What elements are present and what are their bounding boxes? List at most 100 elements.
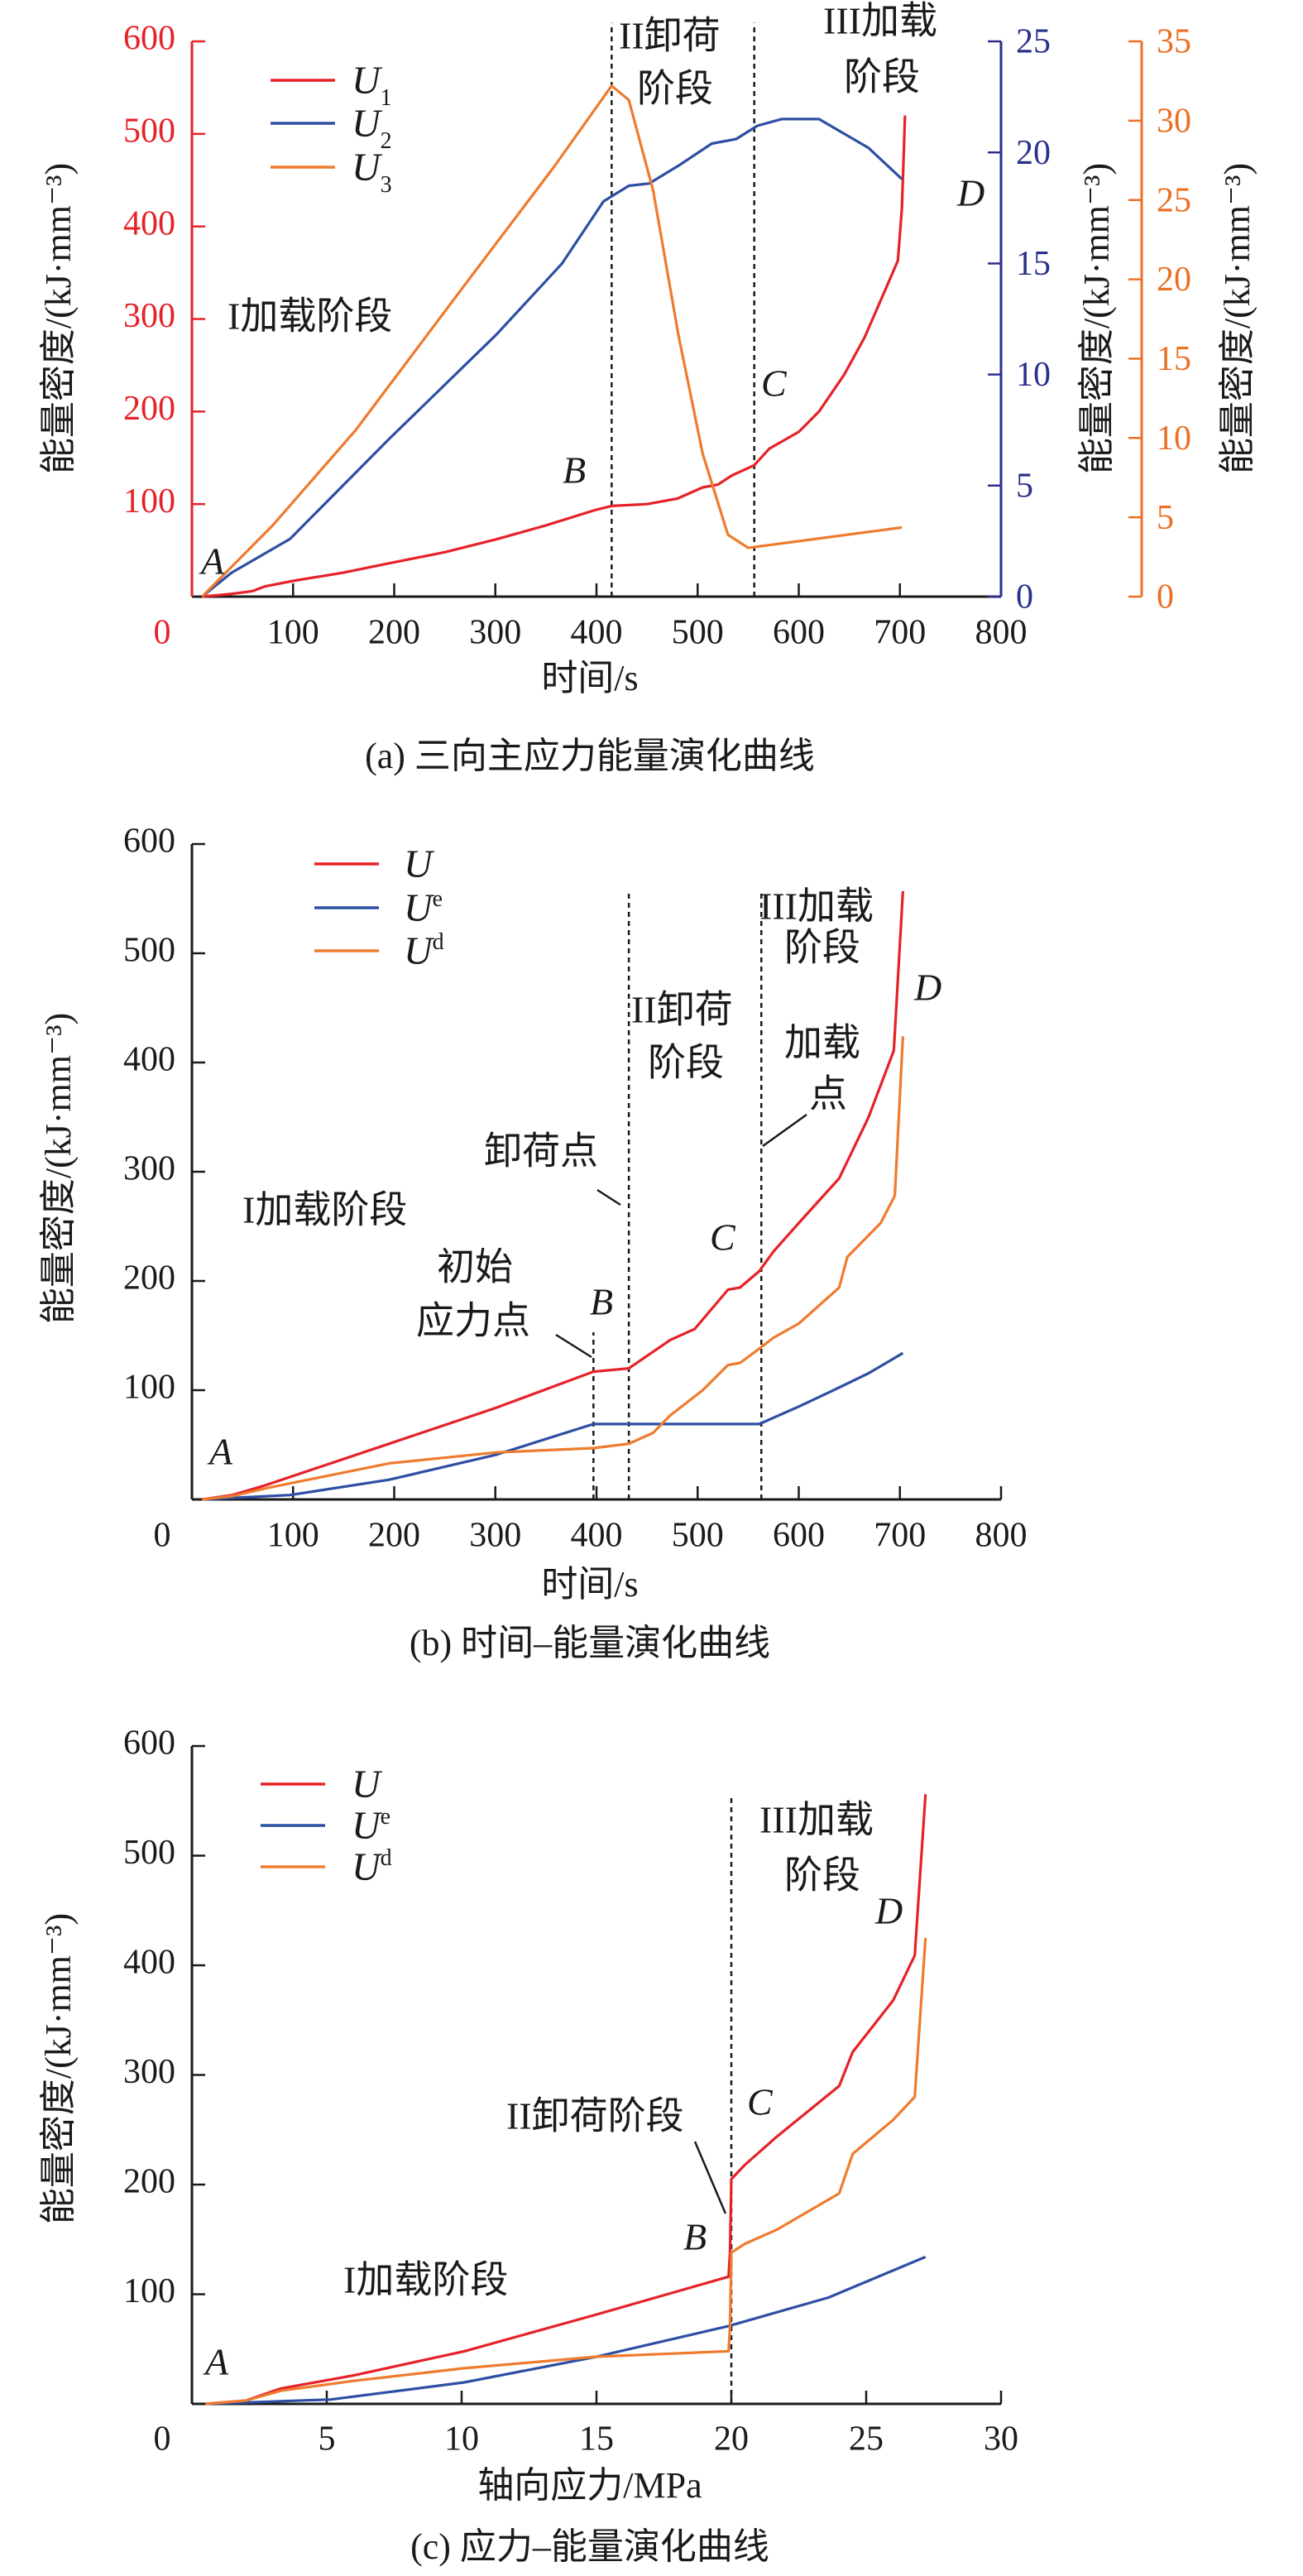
y-tick-label: 100	[123, 1369, 175, 1407]
stage-annotation: 阶段	[784, 1854, 860, 1897]
right2-y-tick-label: 35	[1157, 23, 1191, 61]
legend-symbol: U	[352, 146, 383, 189]
x-tick-label: 20	[714, 2420, 749, 2458]
right1-y-tick-label: 0	[1016, 578, 1033, 616]
x-tick-label: 25	[849, 2420, 884, 2458]
series-line-Ud	[202, 1036, 904, 1501]
left-y-axis-title: 能量密度/(kJ·mm⁻³)	[38, 163, 79, 474]
y-tick-label: 500	[123, 932, 175, 970]
point-label-A: A	[199, 540, 225, 583]
point-label-C: C	[710, 1216, 736, 1259]
stage-annotation: II卸荷	[631, 989, 733, 1031]
x-tick-label: 5	[319, 2420, 336, 2458]
stage-annotation: II卸荷阶段	[506, 2095, 684, 2137]
stage-annotation: I加载阶段	[242, 1189, 407, 1231]
annotation-leader-line	[693, 2141, 727, 2214]
y-tick-label: 500	[123, 1834, 175, 1872]
right2-y-tick-label: 10	[1157, 420, 1191, 458]
y-tick-label: 100	[123, 482, 175, 520]
legend-superscript: d	[433, 929, 444, 955]
x-tick-label: 500	[672, 1517, 724, 1555]
figure-caption: (a) 三向主应力能量演化曲线	[365, 736, 815, 776]
series-line-U3	[201, 84, 903, 598]
right2-y-tick-label: 30	[1157, 102, 1191, 140]
chart-c: 0 5 10 15 20 25 30 轴向应力/MPa (c) 应力–能量演化曲线 100 200 3…	[38, 1725, 1018, 2567]
x-tick-label: 30	[984, 2420, 1018, 2458]
y-tick-label: 300	[123, 1150, 175, 1188]
right2-y-tick-label: 5	[1157, 499, 1174, 537]
series-line-U1	[202, 115, 907, 598]
y-tick-label: 100	[123, 2272, 175, 2310]
point-label-A: A	[207, 1431, 233, 1473]
right1-y-tick-label: 10	[1016, 356, 1051, 394]
y-tick-label: 400	[123, 1041, 175, 1079]
x-tick-label: 800	[975, 614, 1028, 652]
x-tick-label: 600	[773, 1517, 825, 1555]
x-tick-label: 300	[469, 614, 521, 652]
x-tick-label: 200	[368, 614, 420, 652]
legend-label: U	[352, 1763, 383, 1806]
x-tick-label: 700	[874, 1517, 926, 1555]
x-tick-label: 200	[368, 1517, 420, 1555]
x-tick-label: 0	[154, 614, 171, 652]
legend-subscript: 3	[381, 172, 392, 198]
legend-superscript: e	[381, 1804, 390, 1830]
legend-label: U3	[352, 146, 392, 198]
x-tick-label: 700	[874, 614, 926, 652]
y-tick-label: 500	[123, 112, 175, 150]
stage-annotation: 应力点	[416, 1300, 530, 1342]
series-line-Ud	[205, 1937, 927, 2406]
point-label-D: D	[913, 967, 941, 1009]
y-tick-label: 200	[123, 2163, 175, 2201]
stage-annotation: I加载阶段	[343, 2259, 508, 2301]
annotation-leader-line	[762, 1113, 807, 1148]
stage-annotation: 阶段	[784, 927, 860, 969]
legend-symbol: U	[352, 102, 383, 146]
stage-annotation: 阶段	[844, 56, 920, 98]
point-label-B: B	[590, 1281, 613, 1323]
right2-y-axis-title: 能量密度/(kJ·mm⁻³)	[1217, 163, 1257, 474]
legend-symbol: U	[404, 886, 435, 930]
right2-y-tick-label: 25	[1157, 181, 1191, 219]
x-axis-title: 时间/s	[541, 658, 638, 698]
right1-y-axis-title: 能量密度/(kJ·mm⁻³)	[1076, 163, 1117, 474]
x-tick-label: 100	[267, 614, 319, 652]
point-label-A: A	[203, 2341, 229, 2383]
right2-y-tick-label: 15	[1157, 340, 1191, 378]
point-label-C: C	[761, 362, 788, 405]
annotation-leader-line	[596, 1188, 621, 1206]
x-tick-label: 400	[571, 614, 623, 652]
legend-symbol: U	[352, 1804, 383, 1848]
legend-symbol: U	[352, 59, 383, 103]
stage-annotation: 阶段	[648, 1042, 724, 1084]
left-y-axis-title: 能量密度/(kJ·mm⁻³)	[38, 1913, 79, 2224]
figure-caption: (b) 时间–能量演化曲线	[410, 1623, 770, 1663]
legend-subscript: 1	[381, 85, 392, 111]
legend-label: Ud	[404, 929, 444, 973]
point-label-D: D	[956, 172, 984, 214]
y-tick-label: 200	[123, 1259, 175, 1298]
right1-y-tick-label: 25	[1016, 23, 1051, 61]
series-line-Ue	[202, 1351, 904, 1501]
right2-y-tick-label: 20	[1157, 261, 1191, 299]
right1-y-tick-label: 15	[1016, 245, 1051, 283]
legend-symbol: U	[352, 1763, 383, 1806]
point-label-B: B	[683, 2216, 707, 2258]
annotation-leader-line	[555, 1333, 592, 1359]
point-label-C: C	[747, 2081, 774, 2123]
legend-label: Ud	[352, 1845, 392, 1889]
legend-superscript: d	[381, 1845, 392, 1871]
point-label-B: B	[563, 449, 586, 492]
stage-annotation: III加载	[759, 885, 874, 928]
legend-label: Ue	[404, 886, 443, 930]
stage-annotation: 卸荷点	[484, 1130, 598, 1173]
legend-subscript: 2	[381, 128, 392, 154]
y-tick-label: 600	[123, 823, 175, 861]
legend-symbol: U	[404, 929, 435, 973]
x-tick-label: 800	[975, 1517, 1028, 1555]
legend-label: U	[404, 842, 435, 886]
x-tick-label: 400	[571, 1517, 623, 1555]
series-line-U	[201, 890, 904, 1501]
